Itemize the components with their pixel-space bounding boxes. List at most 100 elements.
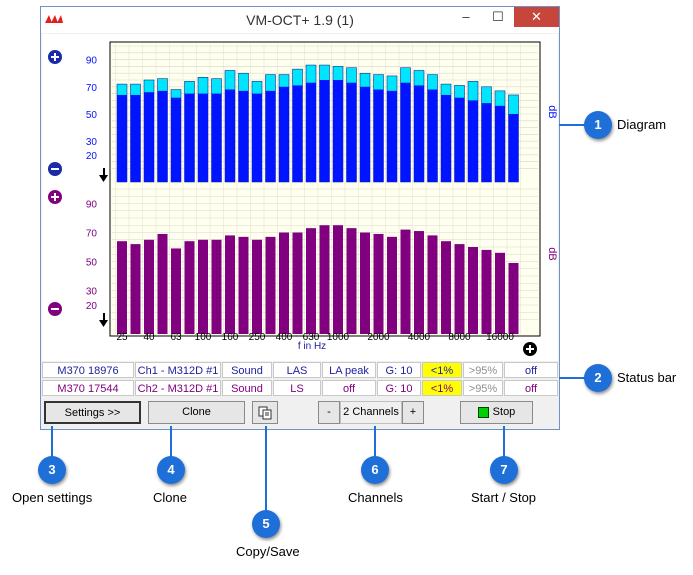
bar-top — [292, 85, 303, 182]
bar-top — [225, 89, 235, 182]
app-window: VM-OCT+ 1.9 (1) ‒ ☐ ✕ 90 70 50 30 20 90 70 50 3… — [40, 6, 560, 430]
status-gain-1[interactable]: G: 10 — [377, 362, 421, 378]
status-peak-2[interactable]: off — [322, 380, 376, 396]
bar-top — [373, 89, 384, 182]
y-tick-label: 20 — [86, 151, 98, 162]
bar-bottom — [495, 252, 505, 334]
y-tick-label: 70 — [86, 229, 98, 240]
clone-button[interactable]: Clone — [148, 401, 245, 424]
x-tick-label: 1000 — [327, 332, 350, 343]
bar-bottom — [373, 233, 384, 334]
callout-label-3: Open settings — [12, 490, 93, 505]
x-tick-label: 400 — [276, 332, 293, 343]
status-underload-1: <1% — [422, 362, 462, 378]
callout-badge-5: 5 — [252, 510, 280, 538]
bar-top — [441, 94, 451, 182]
zoom-in-top-icon[interactable] — [48, 50, 62, 64]
start-stop-button[interactable]: Stop — [460, 401, 533, 424]
channels-plus-button[interactable]: + — [402, 401, 424, 424]
bar-bottom — [400, 229, 411, 334]
bar-bottom — [130, 244, 141, 334]
callout-label-5: Copy/Save — [236, 544, 300, 559]
maximize-button[interactable]: ☐ — [492, 9, 504, 24]
status-overload-1: >95% — [463, 362, 503, 378]
status-off-1[interactable]: off — [504, 362, 558, 378]
shift-down-arrow-top-icon[interactable] — [99, 168, 108, 182]
y-tick-label: 30 — [86, 137, 98, 148]
status-mode-2[interactable]: Sound — [222, 380, 272, 396]
zoom-out-top-icon[interactable] — [48, 162, 62, 176]
zoom-in-bottom-icon[interactable] — [48, 190, 62, 204]
callout-badge-1: 1 — [584, 111, 612, 139]
zoom-out-bottom-icon[interactable] — [48, 302, 62, 316]
title-bar: VM-OCT+ 1.9 (1) ‒ ☐ ✕ — [41, 7, 559, 33]
status-weighting-2[interactable]: LS — [273, 380, 321, 396]
bar-bottom — [427, 235, 438, 334]
status-channel-1[interactable]: Ch1 - M312D #1 — [135, 362, 221, 378]
bar-top — [387, 90, 397, 182]
x-tick-label: 250 — [249, 332, 266, 343]
settings-button[interactable]: Settings >> — [44, 401, 141, 424]
callout-badge-4: 4 — [157, 456, 185, 484]
status-gain-2[interactable]: G: 10 — [377, 380, 421, 396]
bar-top — [252, 93, 262, 182]
zoom-x-icon[interactable] — [523, 342, 537, 356]
copy-icon — [258, 406, 272, 420]
copy-save-button[interactable] — [252, 401, 278, 424]
bar-bottom — [454, 244, 465, 334]
y-tick-label: 50 — [86, 258, 98, 269]
bar-bottom — [414, 231, 424, 334]
x-tick-label: 2000 — [367, 332, 390, 343]
chart-top-yticks: 90 70 50 30 20 — [86, 56, 98, 162]
bar-top — [306, 82, 316, 182]
bar-top — [454, 97, 465, 182]
y-axis-label-top: dB — [546, 105, 558, 118]
shift-down-arrow-bottom-icon[interactable] — [99, 313, 108, 327]
bar-bottom — [117, 241, 127, 334]
bar-bottom — [360, 232, 370, 334]
chart-top-bars — [116, 64, 519, 183]
close-button[interactable]: ✕ — [514, 7, 559, 27]
status-weighting-1[interactable]: LAS — [273, 362, 321, 378]
x-tick-label: 630 — [303, 332, 320, 343]
callout-line-6 — [374, 426, 376, 458]
status-meter-1: M370 18976 — [42, 362, 134, 378]
status-mode-1[interactable]: Sound — [222, 362, 272, 378]
channels-minus-button[interactable]: - — [318, 401, 340, 424]
status-off-2[interactable]: off — [504, 380, 558, 396]
callout-line-5 — [265, 426, 267, 512]
callout-badge-2: 2 — [584, 364, 612, 392]
x-tick-label: 25 — [116, 332, 128, 343]
bar-bottom — [279, 232, 289, 334]
bar-bottom — [198, 239, 208, 334]
bar-bottom — [387, 236, 397, 334]
y-axis-label-bottom: dB — [546, 247, 558, 260]
bar-top — [184, 93, 195, 182]
bar-top — [238, 90, 249, 182]
bar-top — [333, 80, 343, 182]
bar-top — [508, 114, 519, 182]
bar-top — [117, 94, 127, 182]
y-tick-label: 90 — [86, 200, 98, 211]
bar-top — [171, 97, 181, 182]
y-tick-label: 30 — [86, 287, 98, 298]
status-channel-2[interactable]: Ch2 - M312D #1 — [135, 380, 221, 396]
app-logo-icon — [45, 15, 63, 23]
callout-line-7 — [503, 426, 505, 458]
status-peak-1[interactable]: LA peak — [322, 362, 376, 378]
bar-bottom — [144, 239, 154, 334]
callout-badge-3: 3 — [38, 456, 66, 484]
bar-top — [319, 80, 330, 182]
callout-line-1 — [559, 124, 595, 126]
channels-display: 2 Channels — [340, 401, 402, 424]
minimize-button[interactable]: ‒ — [462, 9, 470, 24]
x-tick-label: 8000 — [448, 332, 471, 343]
callout-label-4: Clone — [153, 490, 187, 505]
status-overload-2: >95% — [463, 380, 503, 396]
chart-bottom-bars — [117, 225, 519, 334]
window-title: VM-OCT+ 1.9 (1) — [246, 12, 354, 28]
bar-bottom — [346, 228, 357, 334]
bar-bottom — [441, 241, 451, 334]
bar-top — [279, 86, 289, 182]
bar-bottom — [171, 248, 181, 334]
